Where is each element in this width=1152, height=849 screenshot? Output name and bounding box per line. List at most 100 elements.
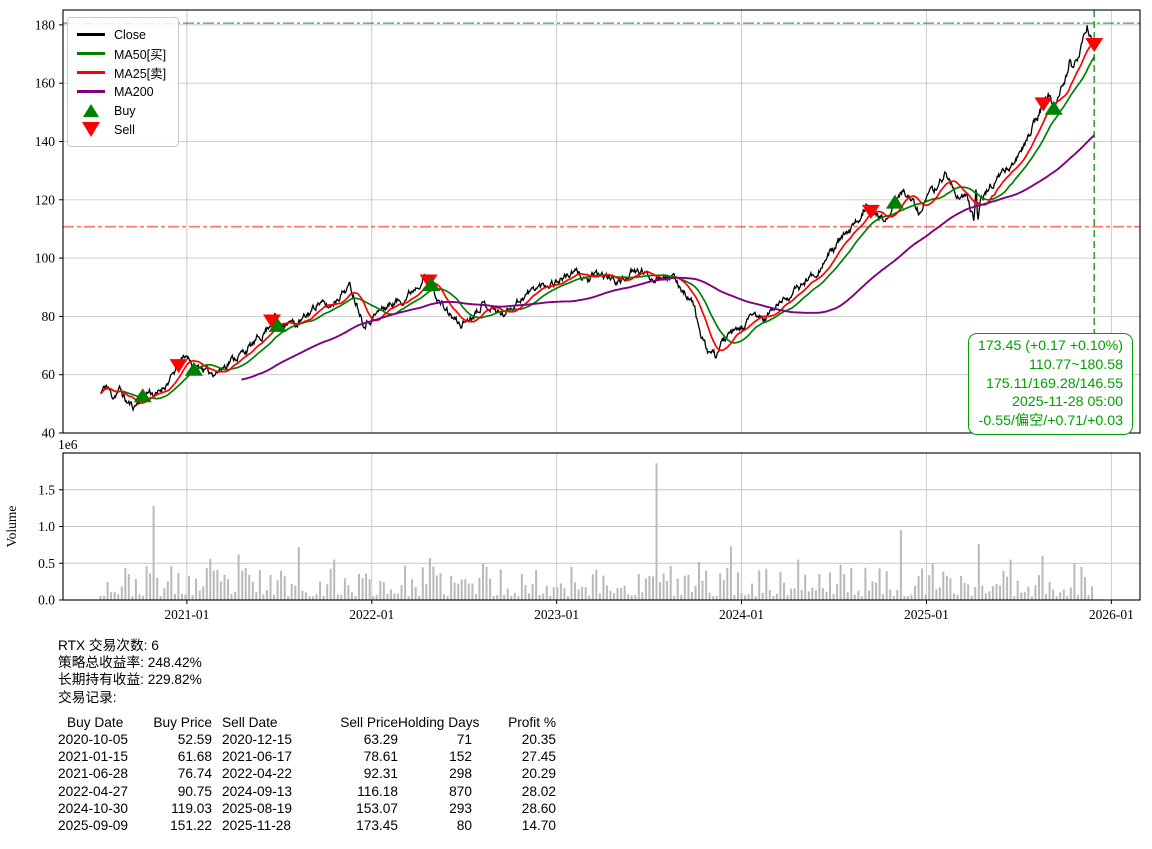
volume-bar — [889, 589, 892, 600]
volume-bar — [765, 568, 768, 600]
date-tick-label: 2026-01 — [1089, 607, 1134, 622]
volume-bar — [110, 592, 113, 600]
volume-bar — [329, 568, 332, 600]
volume-bar — [644, 578, 647, 600]
volume-bar — [591, 574, 594, 600]
volume-bar — [588, 595, 591, 600]
legend-item-close: Close — [77, 25, 166, 44]
volume-bar — [963, 583, 966, 600]
volume-bar — [662, 573, 665, 600]
volume-bar — [903, 596, 906, 600]
volume-bar — [319, 581, 322, 600]
trade-cell: 2022-04-22 — [222, 766, 293, 782]
volume-bar — [595, 569, 598, 600]
volume-tick-label: 0.0 — [38, 593, 55, 608]
volume-bar — [1013, 596, 1016, 600]
volume-bar — [945, 575, 948, 600]
buy-marker — [268, 317, 287, 332]
volume-bar — [149, 573, 152, 600]
col-header-holding-days: Holding Days — [398, 714, 480, 730]
volume-bar — [333, 559, 336, 600]
annotation-line-mas: 175.11/169.28/146.55 — [985, 375, 1123, 392]
volume-axis-title: Volume — [4, 506, 19, 548]
volume-bar — [439, 573, 442, 600]
volume-bar — [701, 580, 704, 600]
volume-bar — [1087, 595, 1090, 600]
volume-bar — [124, 567, 127, 600]
legend-item-ma25: MA25[卖] — [77, 63, 166, 82]
volume-bar — [892, 596, 895, 600]
legend-item-ma200: MA200 — [77, 82, 166, 101]
trade-cell: 90.75 — [177, 783, 212, 799]
volume-bar — [790, 588, 793, 600]
volume-bar — [198, 590, 201, 600]
col-header-sell-price: Sell Price — [340, 714, 398, 730]
volume-tick-label: 0.5 — [38, 556, 55, 571]
volume-bar — [326, 584, 329, 600]
price-tick-label: 100 — [35, 251, 56, 266]
volume-bar — [779, 571, 782, 600]
volume-bar — [258, 570, 261, 600]
chart-legend: Close MA50[买] MA25[卖] MA200 Buy Sell — [67, 17, 180, 147]
volume-bar — [1034, 585, 1037, 600]
volume-bar — [570, 566, 573, 600]
trade-cell: 2021-06-28 — [58, 766, 129, 782]
volume-bar — [496, 595, 499, 600]
volume-bar — [637, 574, 640, 600]
trade-cell: 2020-12-15 — [222, 732, 293, 748]
volume-bar — [276, 580, 279, 600]
volume-bar — [708, 592, 711, 600]
volume-bar — [698, 561, 700, 600]
col-gap — [212, 765, 222, 782]
volume-bar — [906, 596, 909, 600]
volume-bar — [655, 463, 658, 600]
price-volume-chart: 40 60 80 100 120 140 160 180 0.0 0.5 1.0 1.5 2021-01… — [4, 9, 1141, 622]
volume-bar — [949, 578, 952, 600]
volume-bar — [510, 596, 513, 600]
volume-bar — [623, 585, 626, 600]
annotation-line-signal: -0.55/偏空/+0.71/+0.03 — [978, 413, 1123, 430]
volume-bar — [783, 582, 785, 600]
trade-cell: 2021-01-15 — [58, 749, 129, 765]
volume-bar — [538, 595, 541, 600]
volume-bar — [676, 578, 679, 600]
volume-bar — [219, 581, 222, 600]
volume-bar — [280, 570, 283, 600]
volume-bar — [393, 593, 396, 600]
volume-bar — [938, 587, 941, 600]
volume-bar — [683, 575, 686, 600]
volume-bar — [241, 570, 244, 600]
sell-marker — [861, 204, 880, 219]
volume-bar — [457, 583, 460, 600]
volume-bar — [917, 576, 920, 600]
annotation-line-time: 2025-11-28 05:00 — [1012, 394, 1123, 411]
volume-bar — [312, 596, 314, 600]
trade-cell: 2022-04-27 — [58, 783, 129, 799]
volume-bar — [811, 587, 814, 600]
volume-bar — [1009, 559, 1012, 600]
volume-bar — [350, 592, 353, 600]
volume-bar — [1030, 596, 1033, 600]
volume-bar — [411, 579, 414, 600]
volume-bar — [577, 589, 580, 600]
volume-bar — [549, 595, 552, 600]
volume-bar — [768, 590, 771, 600]
volume-bar — [138, 594, 141, 600]
volume-bar — [680, 594, 683, 600]
volume-bar — [478, 577, 481, 600]
volume-bar — [559, 583, 562, 600]
volume-bar — [991, 586, 994, 600]
volume-bar — [188, 576, 190, 600]
trade-cell: 298 — [449, 766, 472, 782]
volume-bar — [535, 569, 538, 600]
volume-bar — [489, 578, 492, 600]
volume-bar — [804, 574, 807, 600]
volume-bar — [705, 570, 708, 600]
volume-bar — [733, 594, 736, 600]
volume-bar — [195, 578, 198, 600]
volume-bar — [1020, 592, 1023, 600]
price-series — [99, 25, 1095, 413]
volume-bar — [729, 546, 732, 600]
volume-bar — [163, 588, 166, 600]
